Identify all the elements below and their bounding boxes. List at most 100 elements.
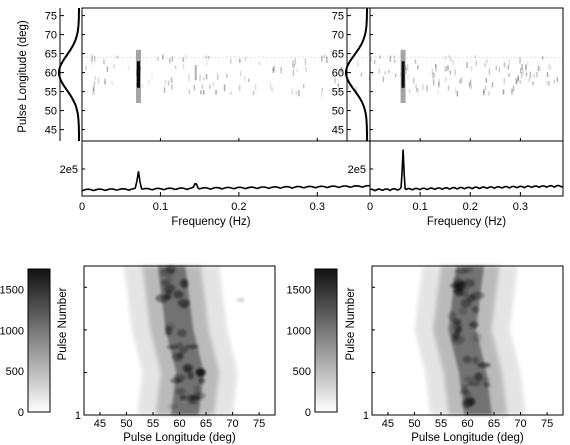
band-blob bbox=[180, 304, 189, 310]
speckle-mark bbox=[205, 55, 207, 59]
band-blob bbox=[179, 395, 187, 400]
band-blob bbox=[187, 371, 194, 380]
speckle-mark bbox=[515, 80, 518, 85]
band-blob bbox=[185, 344, 199, 349]
y-tick-label: 75 bbox=[332, 11, 344, 23]
speckle-mark bbox=[157, 57, 159, 61]
x-tick-label: 0.1 bbox=[412, 201, 427, 213]
speckle-mark bbox=[93, 88, 95, 95]
speckle-mark bbox=[546, 80, 548, 85]
y-tick-label: 55 bbox=[45, 87, 57, 99]
speckle-mark bbox=[103, 59, 105, 65]
speckle-mark bbox=[525, 64, 527, 71]
speckle-mark bbox=[244, 75, 246, 82]
speckle-mark bbox=[432, 79, 435, 86]
speckle-mark bbox=[444, 66, 446, 73]
band-blob bbox=[162, 285, 174, 293]
y-tick-label: 65 bbox=[45, 49, 57, 61]
speckle-mark bbox=[470, 66, 473, 71]
x-tick-label: 0.2 bbox=[463, 201, 478, 213]
speckle-mark bbox=[139, 66, 141, 71]
band-blob bbox=[452, 331, 460, 341]
colorbar-tick-label: 1000 bbox=[0, 325, 24, 337]
speckle-mark bbox=[456, 91, 459, 97]
colorbar bbox=[27, 268, 51, 413]
speckle-mark bbox=[431, 68, 434, 74]
x-tick-label: 0.2 bbox=[231, 201, 246, 213]
x-tick-label: 45 bbox=[382, 418, 394, 430]
speckle-mark bbox=[382, 76, 385, 83]
speckle-mark bbox=[239, 71, 242, 77]
band-blob bbox=[456, 282, 466, 290]
speckle-mark bbox=[182, 57, 184, 63]
speckle-mark bbox=[414, 59, 417, 64]
colorbar-tick-label: 0 bbox=[18, 407, 24, 419]
speckle-mark bbox=[426, 85, 428, 92]
speckle-mark bbox=[525, 72, 528, 77]
x-tick-label: 0.1 bbox=[153, 201, 168, 213]
speckle-mark bbox=[447, 85, 450, 91]
speckle-mark bbox=[184, 54, 187, 61]
speckle-mark bbox=[533, 74, 535, 78]
speckle-mark bbox=[203, 76, 205, 81]
speckle-mark bbox=[468, 82, 471, 88]
band-blob bbox=[468, 398, 476, 406]
speckle-mark bbox=[338, 89, 341, 94]
speckle-mark bbox=[254, 84, 257, 91]
speckle-mark bbox=[435, 64, 437, 68]
band-blob bbox=[165, 322, 176, 331]
speckle-mark bbox=[438, 78, 440, 86]
speckle-mark bbox=[85, 65, 87, 71]
y-tick-label: 1 bbox=[363, 410, 369, 422]
speckle-mark bbox=[454, 87, 457, 94]
pulse-band bbox=[414, 266, 526, 415]
band-blob bbox=[176, 342, 184, 347]
speckle-mark bbox=[293, 63, 296, 69]
speckle-mark bbox=[171, 84, 173, 90]
speckle-mark bbox=[357, 60, 359, 68]
speckle-mark bbox=[347, 84, 350, 90]
speckle-mark bbox=[93, 81, 96, 88]
speckle-mark bbox=[452, 59, 454, 66]
speckle-mark bbox=[548, 63, 550, 70]
speckle-mark bbox=[252, 91, 255, 96]
speckle-mark bbox=[305, 66, 307, 72]
colorbar-tick-label: 500 bbox=[6, 366, 24, 378]
band-blob bbox=[167, 404, 178, 409]
profile-curve bbox=[344, 8, 368, 141]
speckle-mark bbox=[503, 78, 505, 84]
band-blob bbox=[471, 306, 479, 314]
speckle-mark bbox=[537, 65, 540, 72]
speckle-mark bbox=[216, 73, 219, 80]
speckle-mark bbox=[340, 67, 343, 75]
speckle-mark bbox=[541, 56, 544, 60]
speckle-mark bbox=[549, 65, 552, 71]
band-blob bbox=[236, 298, 245, 303]
profile-curve bbox=[57, 8, 80, 141]
speckle-mark bbox=[435, 65, 437, 72]
panel-bottom-left: 0 500 1000 1500 1 Pulse Number 45 50 55 60 65 70 75 P… bbox=[0, 265, 276, 444]
feature-secondary bbox=[194, 65, 197, 81]
speckle-mark bbox=[320, 89, 323, 97]
colorbar-tick-label: 0 bbox=[305, 407, 311, 419]
speckle-mark bbox=[370, 58, 372, 62]
band-blob bbox=[454, 287, 464, 297]
colorbar-tick-label: 1500 bbox=[0, 284, 24, 296]
speckle-mark bbox=[162, 54, 164, 60]
colorbar bbox=[314, 268, 338, 413]
speckle-mark bbox=[292, 69, 295, 77]
speckle-mark bbox=[520, 71, 523, 79]
band-blob bbox=[477, 362, 491, 368]
speckle-mark bbox=[532, 81, 534, 86]
x-tick-label: 45 bbox=[94, 418, 106, 430]
speckle-mark bbox=[483, 91, 485, 96]
speckle-mark bbox=[202, 90, 205, 95]
speckle-mark bbox=[502, 89, 505, 95]
speckle-mark bbox=[238, 85, 241, 91]
speckle-mark bbox=[171, 56, 174, 62]
band-blob bbox=[175, 387, 187, 395]
speckle-mark bbox=[295, 91, 297, 95]
speckle-mark bbox=[387, 69, 390, 74]
band-blob bbox=[166, 344, 180, 350]
speckle-mark bbox=[512, 85, 515, 92]
